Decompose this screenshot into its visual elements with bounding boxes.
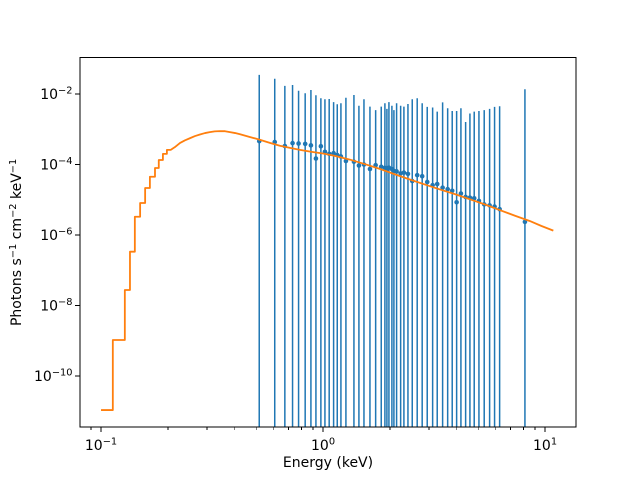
data-point [356, 163, 362, 168]
data-point [308, 143, 314, 148]
model-line [101, 130, 554, 411]
data-point [318, 143, 324, 149]
data-point [331, 150, 336, 156]
data-point [454, 199, 459, 205]
data-point [290, 140, 295, 146]
y-axis-tick-label: 10−4 [40, 156, 72, 174]
y-axis-tick-label: 10−8 [40, 297, 72, 315]
data-point [405, 171, 411, 177]
data-point [419, 173, 425, 179]
x-axis-tick-label: 100 [311, 437, 335, 455]
axes-frame [79, 57, 577, 428]
y-axis-tick-label: 10−10 [34, 368, 73, 386]
data-point [458, 191, 464, 196]
x-axis-label: Energy (keV) [283, 455, 373, 471]
y-axis-tick-label: 10−6 [40, 227, 72, 245]
plot-area [101, 74, 554, 428]
data-point [449, 188, 455, 194]
data-point [394, 169, 399, 174]
x-axis-tick-label: 101 [533, 437, 557, 455]
data-point [302, 141, 308, 147]
data-point [367, 166, 373, 172]
data-point [401, 170, 407, 175]
data-point [434, 181, 440, 187]
data-point [445, 186, 450, 192]
data-point [424, 179, 430, 185]
data-point [378, 164, 384, 170]
x-axis-tick-label: 10−1 [85, 437, 117, 455]
data-point [313, 156, 319, 161]
y-axis-label: Photons s−1 cm−2 keV−1 [8, 159, 25, 326]
data-point [414, 172, 420, 178]
y-axis-tick-label: 10−2 [40, 86, 72, 104]
data-point [440, 185, 445, 190]
data-point [522, 219, 528, 225]
data-point [296, 141, 301, 146]
